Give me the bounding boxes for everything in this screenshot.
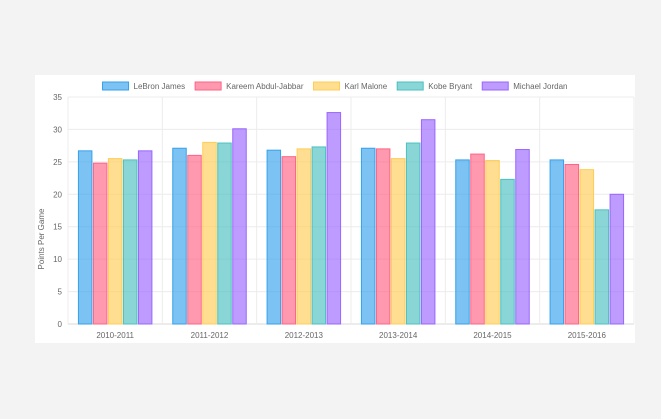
bar[interactable]: [609, 193, 625, 325]
bar[interactable]: [390, 158, 406, 325]
legend-swatch: [102, 81, 130, 91]
bar[interactable]: [122, 159, 138, 325]
bar[interactable]: [564, 163, 580, 325]
bar[interactable]: [107, 158, 123, 325]
bar[interactable]: [202, 141, 217, 325]
bar[interactable]: [326, 112, 342, 325]
legend-item[interactable]: LeBron James: [102, 81, 186, 91]
legend-swatch: [396, 81, 424, 91]
bar[interactable]: [549, 159, 565, 325]
y-tick-label: 30: [53, 125, 62, 134]
x-axis: 2010-2011 2011-2012 2012-2013 2013-2014 2014…: [96, 331, 606, 340]
x-tick-label: 2015-2016: [568, 331, 607, 340]
bar[interactable]: [92, 162, 108, 325]
chart-card: LeBron James Kareem Abdul-Jabbar Karl Malo…: [35, 75, 635, 343]
x-tick-label: 2010-2011: [96, 331, 134, 340]
bar[interactable]: [281, 156, 297, 325]
y-tick-label: 0: [58, 320, 63, 329]
legend-label: LeBron James: [134, 82, 186, 91]
legend-item[interactable]: Kareem Abdul-Jabbar: [194, 81, 304, 91]
legend-label: Karl Malone: [345, 82, 388, 91]
x-tick-label: 2013-2014: [379, 331, 418, 340]
bar[interactable]: [405, 142, 421, 325]
bar[interactable]: [296, 148, 312, 325]
bar[interactable]: [485, 160, 500, 325]
x-tick-label: 2011-2012: [191, 331, 229, 340]
y-tick-label: 20: [53, 190, 62, 199]
x-tick-label: 2012-2013: [285, 331, 324, 340]
y-axis-label: Points Per Game: [37, 208, 46, 269]
bar[interactable]: [455, 159, 470, 325]
legend-item[interactable]: Karl Malone: [313, 81, 388, 91]
legend-item[interactable]: Kobe Bryant: [396, 81, 473, 91]
legend-swatch: [194, 81, 222, 91]
grid-lines: [67, 96, 635, 325]
bar[interactable]: [217, 142, 232, 325]
bar[interactable]: [470, 153, 485, 325]
legend-item[interactable]: Michael Jordan: [481, 81, 567, 91]
y-tick-label: 35: [53, 93, 62, 102]
y-tick-label: 5: [58, 288, 63, 297]
bar[interactable]: [137, 150, 153, 325]
bar[interactable]: [266, 149, 282, 325]
legend-label: Kobe Bryant: [428, 82, 473, 91]
bar[interactable]: [311, 146, 327, 325]
bars: [77, 112, 625, 325]
bar[interactable]: [594, 209, 610, 325]
y-tick-label: 15: [53, 223, 62, 232]
legend-swatch: [481, 81, 509, 91]
bar[interactable]: [77, 150, 93, 325]
bar[interactable]: [500, 178, 515, 325]
bar[interactable]: [375, 148, 391, 325]
bar[interactable]: [420, 119, 436, 325]
bar[interactable]: [515, 149, 530, 325]
bar[interactable]: [187, 154, 202, 325]
legend-label: Kareem Abdul-Jabbar: [226, 82, 304, 91]
y-tick-label: 10: [53, 255, 62, 264]
y-axis: 0 5 10 15 20 25 30 35: [53, 93, 62, 329]
bar[interactable]: [360, 147, 376, 325]
bar-chart: LeBron James Kareem Abdul-Jabbar Karl Malo…: [37, 81, 635, 340]
legend: LeBron James Kareem Abdul-Jabbar Karl Malo…: [102, 81, 567, 91]
bar[interactable]: [232, 128, 247, 325]
bar[interactable]: [172, 147, 187, 325]
legend-swatch: [313, 81, 341, 91]
bar[interactable]: [579, 169, 595, 325]
y-tick-label: 25: [53, 158, 62, 167]
x-tick-label: 2014-2015: [473, 331, 512, 340]
legend-label: Michael Jordan: [513, 82, 567, 91]
